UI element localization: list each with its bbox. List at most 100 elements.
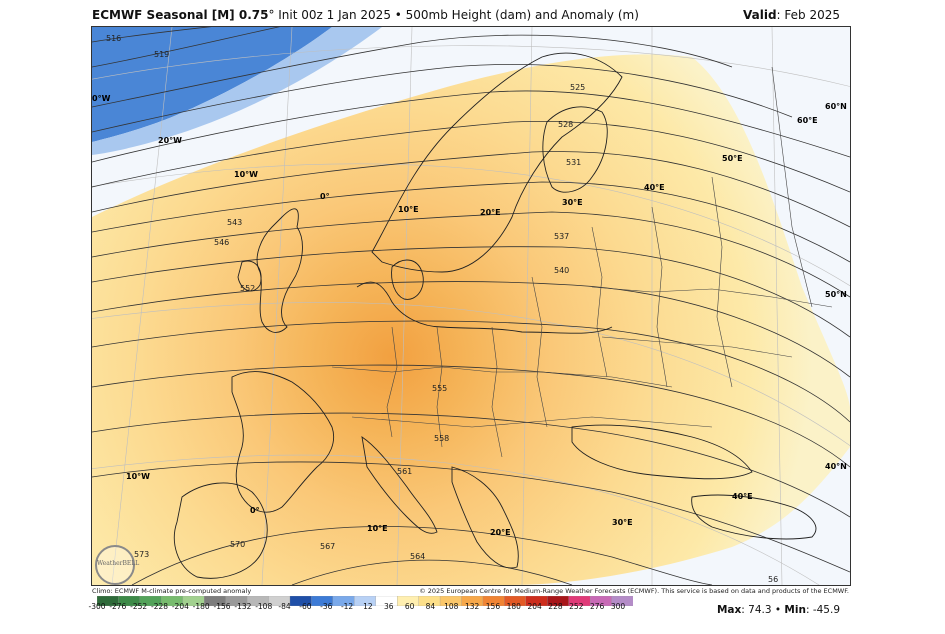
lon-label: 0°	[250, 506, 260, 515]
colorbar-tick: 36	[383, 602, 394, 611]
country-borders	[331, 66, 833, 458]
contour-label: 543	[227, 218, 242, 227]
contour-label: 555	[432, 384, 447, 393]
logo-text: WeatherBELL	[97, 560, 140, 567]
great-britain	[256, 208, 303, 333]
colorbar-tick: 156	[485, 602, 501, 611]
weatherbell-logo: WeatherBELL	[95, 545, 140, 585]
contour-label: 531	[566, 158, 581, 167]
max-label: Max	[716, 604, 742, 616]
contour-label: 567	[320, 542, 335, 551]
contour-label: 537	[554, 232, 569, 241]
colorbar-tick: -132	[234, 602, 252, 611]
colorbar-tick: 180	[506, 602, 521, 611]
lon-label: 0°	[320, 192, 330, 201]
colorbar-tick: 132	[464, 602, 480, 611]
balkans	[451, 466, 519, 569]
contour-label: 558	[434, 434, 449, 443]
copyright-note: © 2025 European Centre for Medium-Range …	[419, 587, 849, 595]
colorbar-tick: 204	[527, 602, 542, 611]
positive-anomaly-field	[92, 54, 850, 585]
colorbar-tick: -276	[109, 602, 127, 611]
colorbar-tick: -180	[192, 602, 210, 611]
lon-label: 20°W	[158, 136, 182, 145]
lon-label: 10°E	[398, 205, 419, 214]
lon-label: 10°W	[126, 472, 150, 481]
finland	[542, 106, 608, 193]
lon-label: 10°W	[234, 170, 258, 179]
degree-sign: °	[268, 8, 275, 22]
colorbar-tick: -60	[299, 602, 312, 611]
model-name: ECMWF Seasonal [M] 0.75	[92, 8, 269, 22]
lon-label: 30°E	[612, 518, 633, 527]
colorbar-swatch	[611, 596, 633, 606]
min-label: Min	[784, 604, 806, 616]
negative-anomaly-weak	[92, 27, 382, 155]
colorbar-tick: 276	[589, 602, 605, 611]
height-contours	[92, 27, 850, 585]
colorbar-tick: -84	[278, 602, 291, 611]
contour-label: 56	[768, 575, 778, 584]
lon-label: 60°E	[797, 116, 818, 125]
ireland	[237, 260, 262, 292]
colorbar-tick: -300	[88, 602, 106, 611]
colorbar-tick: 252	[569, 602, 584, 611]
contour-label: 561	[397, 467, 412, 476]
lat-label: 50°N	[825, 290, 847, 299]
valid-value: : Feb 2025	[776, 8, 840, 22]
coastlines	[173, 52, 817, 579]
colorbar-tick: 84	[425, 602, 436, 611]
lon-label: 20°E	[480, 208, 501, 217]
init-info: Init 00z 1 Jan 2025 • 500mb Height (dam)…	[274, 8, 639, 22]
valid-time: Valid: Feb 2025	[743, 8, 840, 22]
colorbar-tick: -36	[320, 602, 333, 611]
max-min-readout: Max: 74.3 • Min: -45.9	[717, 604, 840, 616]
negative-anomaly-strong	[92, 27, 332, 142]
colorbar-tick: -12	[340, 602, 354, 611]
denmark	[391, 259, 424, 300]
colorbar-tick-labels: -300 -276 -252 -228 -204 -180 -156 -132 -108 -84-…	[88, 602, 640, 614]
colorbar-tick: 108	[444, 602, 459, 611]
lon-label: 10°E	[367, 524, 388, 533]
contour-label: 570	[230, 540, 245, 549]
lon-label: 40°E	[644, 183, 665, 192]
contour-label: 573	[134, 550, 149, 559]
min-value: : -45.9	[805, 604, 840, 616]
iberia	[173, 482, 268, 579]
colorbar-tick: -204	[171, 602, 189, 611]
anomaly-map: 516 519 543 546 552 525 528 531 537 540 …	[92, 27, 850, 585]
contour-label: 564	[410, 552, 425, 561]
colorbar-tick: 228	[548, 602, 563, 611]
contour-label: 516	[106, 34, 121, 43]
contour-label: 525	[570, 83, 585, 92]
turkey-coast	[691, 494, 817, 540]
contour-label: 528	[558, 120, 573, 129]
climo-note: Climo: ECMWF M-climate pre-computed anom…	[92, 587, 252, 595]
anomaly-colorbar	[97, 596, 633, 606]
black-sea	[571, 424, 753, 480]
colorbar-tick: 300	[610, 602, 626, 611]
map-panel: 516 519 543 546 552 525 528 531 537 540 …	[91, 26, 851, 586]
colorbar-tick: -228	[151, 602, 169, 611]
lat-label: 60°N	[825, 102, 847, 111]
valid-label: Valid	[742, 8, 777, 22]
contour-label: 552	[240, 284, 255, 293]
lon-label: 30°E	[562, 198, 583, 207]
contour-label: 519	[154, 50, 169, 59]
lon-label: 50°E	[722, 154, 743, 163]
colorbar-tick: -108	[255, 602, 273, 611]
france	[231, 371, 335, 513]
italy	[361, 436, 438, 534]
colorbar-tick: 60	[404, 602, 415, 611]
lat-label: 40°N	[825, 462, 847, 471]
contour-label: 546	[214, 238, 229, 247]
map-title: ECMWF Seasonal [M] 0.75° Init 00z 1 Jan …	[92, 8, 639, 22]
colorbar-tick: -252	[130, 602, 148, 611]
colorbar-tick: 12	[363, 602, 373, 611]
colorbar-tick: -156	[213, 602, 231, 611]
scandinavia	[371, 52, 623, 273]
max-value: : 74.3 •	[741, 604, 785, 616]
lon-label: 20°E	[490, 528, 511, 537]
lon-label: 0°W	[92, 94, 111, 103]
lon-label: 40°E	[732, 492, 753, 501]
